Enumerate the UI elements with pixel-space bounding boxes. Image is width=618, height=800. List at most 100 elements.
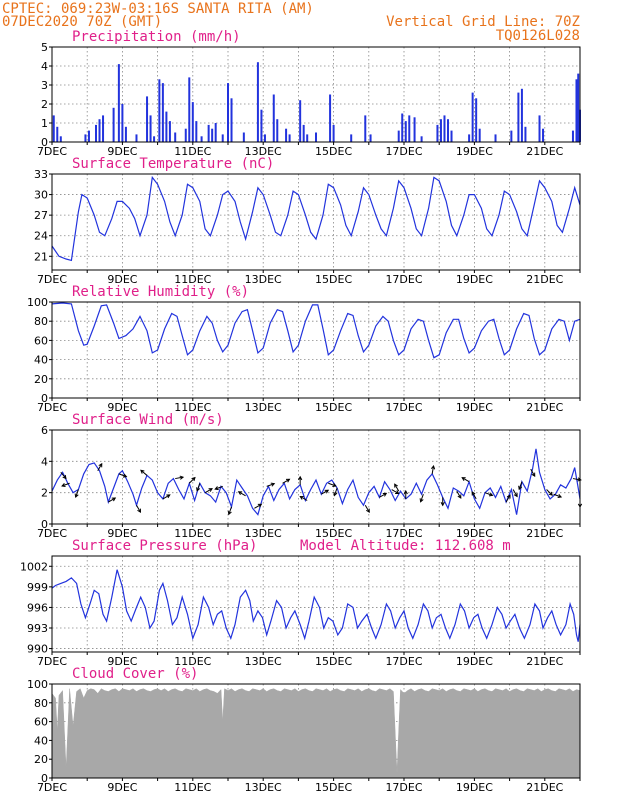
series-line-humidity [51,302,581,359]
x-tick-label: 13DEC [245,527,282,540]
wind-arrow [403,489,408,499]
wind-arrow [518,481,523,491]
wind-arrow [471,491,477,500]
x-tick-label: 17DEC [385,401,422,414]
x-tick-label: 17DEC [385,273,422,286]
panel-title: Precipitation (mm/h) [72,29,241,45]
x-tick-label: 19DEC [456,145,493,158]
x-tick-label: 7DEC [37,655,67,668]
wind-arrow [266,482,276,487]
precip-bar [420,136,423,142]
wind-arrow [61,482,70,488]
precip-bar [146,96,149,142]
precip-bar [478,128,481,142]
panel-title: Surface Pressure (hPa) [72,538,257,554]
precip-bar [230,98,233,142]
y-tick-label: 1002 [20,560,48,573]
precip-bar [200,136,203,142]
x-tick-label: 19DEC [456,655,493,668]
wind-arrow [282,478,291,484]
x-tick-label: 21DEC [526,401,563,414]
y-tick-label: 24 [34,230,48,243]
precip-bar [227,83,229,142]
x-tick-label: 13DEC [245,273,282,286]
x-tick-label: 7DEC [37,401,67,414]
panel-title: Relative Humidity (%) [72,284,249,300]
x-tick-label: 13DEC [245,655,282,668]
x-tick-label: 19DEC [456,527,493,540]
y-tick-label: 0 [41,518,48,531]
x-tick-label: 19DEC [456,781,493,794]
precip-bar [408,115,411,142]
precip-bar [397,130,400,142]
y-tick-label: 2 [41,98,48,111]
y-tick-label: 4 [41,60,48,73]
y-tick-label: 40 [34,354,48,367]
x-tick-label: 11DEC [174,781,211,794]
y-tick-label: 1 [41,117,48,130]
wind-arrow [440,497,445,507]
x-tick-label: 19DEC [456,401,493,414]
y-tick-label: 990 [27,643,48,656]
precip-bar [524,126,527,142]
y-tick-label: 80 [34,697,48,710]
wind-arrow [530,468,536,477]
wind-arrow [379,492,388,498]
precip-bar [95,124,97,142]
series-line-temperature [51,175,581,262]
wind-arrow [204,488,213,494]
precip-bar [475,98,478,142]
precip-bar [447,119,449,142]
x-tick-label: 17DEC [385,527,422,540]
precip-bar [471,92,474,142]
series-line-pressure [51,569,581,642]
precip-bar [165,111,168,142]
wind-arrow [298,475,303,485]
x-tick-label: 11DEC [174,655,211,668]
precip-bar [439,119,442,142]
wind-arrow [512,489,518,498]
precip-bar [256,62,259,143]
precip-bar [450,130,453,142]
header-date: 07DEC2020 70Z (GMT) [2,14,162,30]
panel-frame [51,683,581,779]
x-tick-label: 15DEC [315,145,352,158]
y-tick-label: 100 [27,678,48,691]
x-tick-label: 7DEC [37,145,67,158]
panel-frame [51,555,581,653]
y-tick-label: 996 [27,601,48,614]
panel-pressure: 990 993 996 999 1002 7DEC 9DEC 11DEC 13DEC 15DEC 1… [20,538,581,668]
panel-frame [51,46,581,143]
precip-bar [263,134,266,142]
wind-arrow [108,497,117,503]
wind-arrow [364,504,370,514]
precip-bar [538,115,541,142]
y-tick-label: 4 [41,455,48,468]
precip-bar [124,126,127,142]
precip-bar [276,119,279,142]
precip-bar [221,134,224,142]
x-tick-label: 11DEC [174,145,211,158]
wind-arrow [136,504,142,514]
precip-bar [211,128,214,142]
precip-bar [577,73,580,142]
precip-bar [174,132,177,142]
x-tick-label: 15DEC [315,655,352,668]
precip-bar [158,79,161,142]
wind-arrow [456,490,462,499]
precip-bar [188,77,191,142]
panel-precipitation: 0 1 2 3 4 5 7DEC 9DEC 11DEC 13DEC 15DEC 17DEC 19DEC 2… [37,29,581,158]
panel-cloud: 0 20 40 60 80 100 7DEC 9DEC 11DEC 13DEC 15DEC 17DEC… [27,666,581,794]
precip-bar [364,115,367,142]
precip-bar [436,124,439,142]
y-tick-label: 27 [34,209,48,222]
wind-arrow [419,494,424,503]
precip-bar [332,124,335,142]
y-tick-label: 80 [34,315,48,328]
x-tick-label: 15DEC [315,527,352,540]
y-tick-label: 993 [27,622,48,635]
x-tick-label: 15DEC [315,401,352,414]
precip-bar [510,130,513,142]
panel-title: Surface Wind (m/s) [72,412,224,428]
x-tick-label: 9DEC [107,273,137,286]
